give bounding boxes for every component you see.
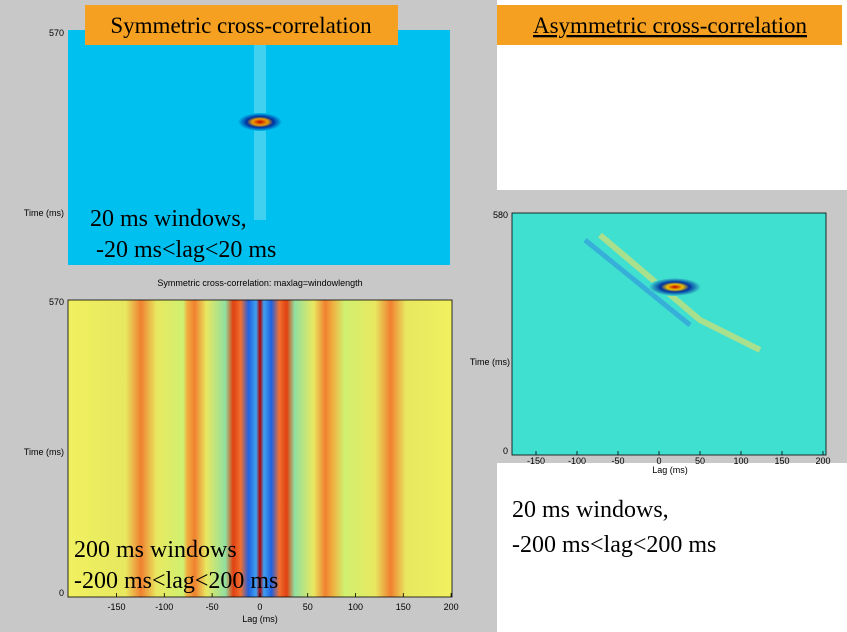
caption: -200 ms<lag<200 ms xyxy=(74,568,278,594)
caption: 20 ms windows, xyxy=(90,206,247,232)
heatmap xyxy=(512,213,826,455)
x-tick-label: 50 xyxy=(303,602,313,612)
y-tick-label: 0 xyxy=(503,446,508,456)
x-tick-label: -50 xyxy=(611,456,624,466)
y-axis-label: Time (ms) xyxy=(24,208,64,218)
caption: 20 ms windows, xyxy=(512,497,669,523)
x-tick-label: 0 xyxy=(257,602,262,612)
x-tick-label: -50 xyxy=(206,602,219,612)
y-axis-label: Time (ms) xyxy=(470,357,510,367)
x-tick-label: 100 xyxy=(733,456,748,466)
x-tick-label: 0 xyxy=(656,456,661,466)
x-tick-label: -100 xyxy=(155,602,173,612)
caption: -200 ms<lag<200 ms xyxy=(512,532,716,558)
x-axis-label: Lag (ms) xyxy=(242,614,278,624)
x-tick-label: 100 xyxy=(348,602,363,612)
y-tick-label: 570 xyxy=(49,28,64,38)
y-tick-label: 580 xyxy=(493,210,508,220)
x-tick-label: -100 xyxy=(568,456,586,466)
plot-title: Symmetric cross-correlation: maxlag=wind… xyxy=(157,278,362,288)
caption: 200 ms windows xyxy=(74,537,237,563)
x-tick-label: 200 xyxy=(444,602,459,612)
x-tick-label: -150 xyxy=(107,602,125,612)
title: Asymmetric cross-correlation xyxy=(533,13,807,38)
heatmap-peak xyxy=(238,113,282,131)
slide: Symmetric cross-correlation 570 Time (ms… xyxy=(0,0,847,632)
y-axis-label: Time (ms) xyxy=(24,447,64,457)
x-tick-label: 200 xyxy=(815,456,830,466)
heatmap-peak xyxy=(649,278,701,296)
y-tick-label: 570 xyxy=(49,297,64,307)
x-tick-label: -150 xyxy=(527,456,545,466)
x-axis-label: Lag (ms) xyxy=(652,465,688,475)
x-tick-label: 150 xyxy=(774,456,789,466)
x-tick-label: 150 xyxy=(396,602,411,612)
x-tick-label: 50 xyxy=(695,456,705,466)
caption: -20 ms<lag<20 ms xyxy=(96,237,276,263)
y-tick-label: 0 xyxy=(59,588,64,598)
title: Symmetric cross-correlation xyxy=(110,13,372,38)
